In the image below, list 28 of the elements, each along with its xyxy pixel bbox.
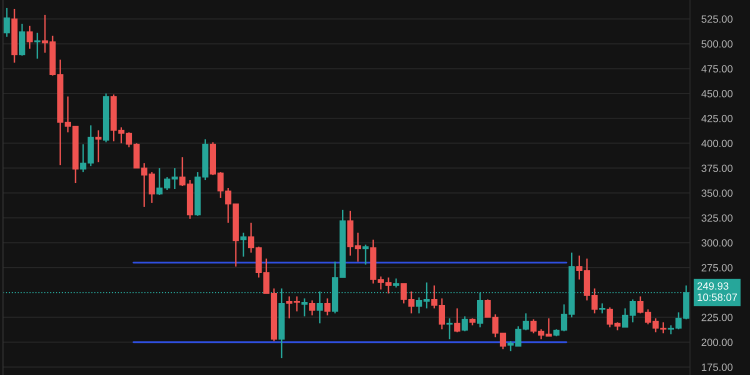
text: 10:58:07 (698, 294, 737, 301)
candlestick (18, 23, 26, 56)
candlestick (454, 308, 460, 333)
y-tick-label: 500.00 (702, 40, 733, 48)
candlestick (362, 244, 369, 266)
y-tick-label: 200.00 (702, 338, 733, 346)
candlestick (599, 302, 606, 314)
candlestick (309, 300, 316, 316)
y-tick-label: 175.00 (702, 364, 733, 371)
y-tick-label: 375.00 (702, 164, 733, 172)
y-tick-label: 475.00 (701, 65, 733, 73)
candlestick (462, 316, 468, 332)
ref-line-label: 249.93 (697, 282, 728, 290)
candlestick (4, 7, 10, 38)
y-tick-label: 450.00 (701, 90, 733, 98)
candlestick (324, 298, 331, 316)
y-tick-label: 400.00 (701, 140, 733, 148)
y-tick-label: 300.00 (702, 239, 733, 247)
y-tick-label: 275.00 (702, 264, 733, 272)
candlestick (26, 25, 33, 50)
candlestick (240, 232, 247, 258)
y-tick-label: 225.00 (702, 314, 733, 322)
y-tick-label: 425.00 (701, 114, 733, 122)
y-tick-label: 525.00 (702, 15, 733, 23)
y-tick-label: 325.00 (702, 214, 733, 222)
candlestick (301, 298, 308, 318)
y-tick-label: 350.00 (702, 189, 733, 197)
candlestick (95, 130, 102, 163)
